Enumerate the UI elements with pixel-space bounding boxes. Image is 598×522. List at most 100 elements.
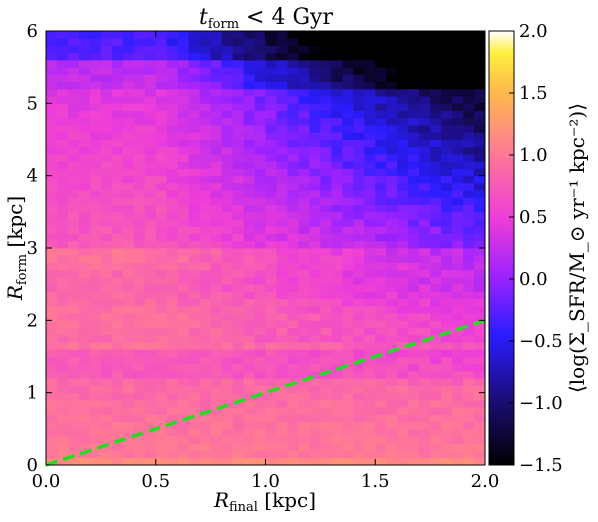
heatmap-cell <box>265 38 277 46</box>
heatmap-cell <box>397 226 409 234</box>
heatmap-cell <box>309 153 321 162</box>
heatmap-cell <box>474 363 486 372</box>
heatmap-cell <box>452 74 464 83</box>
heatmap-cell <box>298 168 310 177</box>
heatmap-cell <box>397 291 409 300</box>
heatmap-cell <box>441 291 453 300</box>
heatmap-cell <box>463 255 475 263</box>
heatmap-cell <box>155 291 168 300</box>
heatmap-cell <box>133 139 146 148</box>
heatmap-cell <box>408 197 420 205</box>
heatmap-cell <box>375 233 387 242</box>
heatmap-cell <box>67 320 80 328</box>
heatmap-cell <box>67 117 80 126</box>
heatmap-cell <box>188 117 201 126</box>
heatmap-cell <box>320 370 332 379</box>
heatmap-cell <box>276 313 288 321</box>
heatmap-cell <box>78 305 91 314</box>
heatmap-cell <box>342 291 354 300</box>
heatmap-cell <box>67 356 80 365</box>
heatmap-cell <box>144 276 157 285</box>
heatmap-cell <box>46 443 58 451</box>
heatmap-cell <box>441 182 453 191</box>
heatmap-cell <box>78 428 91 437</box>
heatmap-cell <box>287 407 299 415</box>
heatmap-cell <box>166 327 179 336</box>
heatmap-cell <box>89 211 102 220</box>
heatmap-cell <box>463 305 475 314</box>
heatmap-cell <box>287 262 299 271</box>
heatmap-cell <box>122 313 135 321</box>
heatmap-cell <box>243 153 255 162</box>
heatmap-cell <box>254 436 266 444</box>
heatmap-cell <box>320 334 332 343</box>
heatmap-cell <box>331 269 343 278</box>
heatmap-cell <box>309 81 321 90</box>
heatmap-cell <box>342 182 354 191</box>
heatmap-cell <box>221 74 233 83</box>
heatmap-cell <box>419 399 431 408</box>
heatmap-cell <box>419 276 431 285</box>
heatmap-cell <box>265 175 277 184</box>
heatmap-cell <box>56 385 69 394</box>
heatmap-cell <box>287 125 299 133</box>
heatmap-cell <box>67 81 80 90</box>
heatmap-cell <box>364 363 376 372</box>
heatmap-cell <box>298 233 310 242</box>
heatmap-cell <box>144 399 157 408</box>
heatmap-cell <box>166 291 179 300</box>
heatmap-cell <box>265 370 277 379</box>
heatmap-cell <box>408 132 420 140</box>
heatmap-cell <box>441 153 453 162</box>
heatmap-cell <box>177 88 190 97</box>
heatmap-cell <box>46 38 58 46</box>
heatmap-cell <box>188 182 201 191</box>
heatmap-cell <box>441 248 453 256</box>
heatmap-cell <box>232 399 244 408</box>
heatmap-cell <box>188 399 201 408</box>
heatmap-cell <box>232 88 244 97</box>
heatmap-cell <box>188 378 201 386</box>
heatmap-cell <box>56 262 69 271</box>
heatmap-cell <box>144 428 157 437</box>
heatmap-cell <box>441 262 453 271</box>
heatmap-cell <box>298 139 310 148</box>
heatmap-cell <box>56 269 69 278</box>
heatmap-cell <box>199 168 212 177</box>
heatmap-cell <box>89 219 102 227</box>
heatmap-cell <box>56 132 69 140</box>
heatmap-cell <box>46 385 58 394</box>
heatmap-cell <box>232 81 244 90</box>
x-tick-label: 0.5 <box>141 471 170 492</box>
heatmap-cell <box>210 88 223 97</box>
heatmap-cell <box>276 436 288 444</box>
heatmap-cell <box>397 59 409 68</box>
heatmap-cell <box>56 255 69 263</box>
heatmap-cell <box>199 457 212 466</box>
heatmap-cell <box>408 74 420 83</box>
heatmap-cell <box>89 342 102 350</box>
heatmap-cell <box>419 436 431 444</box>
heatmap-cell <box>331 117 343 126</box>
heatmap-cell <box>210 139 223 148</box>
heatmap-cell <box>210 182 223 191</box>
heatmap-cell <box>430 161 442 169</box>
heatmap-cell <box>364 153 376 162</box>
heatmap-cell <box>375 443 387 451</box>
heatmap-cell <box>177 67 190 75</box>
heatmap-cell <box>309 96 321 104</box>
heatmap-cell <box>100 255 113 263</box>
heatmap-cell <box>78 146 91 155</box>
heatmap-cell <box>342 313 354 321</box>
heatmap-cell <box>463 421 475 430</box>
heatmap-cell <box>100 392 113 401</box>
heatmap-cell <box>188 284 201 292</box>
heatmap-cell <box>89 153 102 162</box>
heatmap-cell <box>111 248 124 256</box>
heatmap-cell <box>364 233 376 242</box>
heatmap-cell <box>364 320 376 328</box>
heatmap-cell <box>364 407 376 415</box>
heatmap-cell <box>298 269 310 278</box>
heatmap-cell <box>210 392 223 401</box>
heatmap-cell <box>320 349 332 357</box>
